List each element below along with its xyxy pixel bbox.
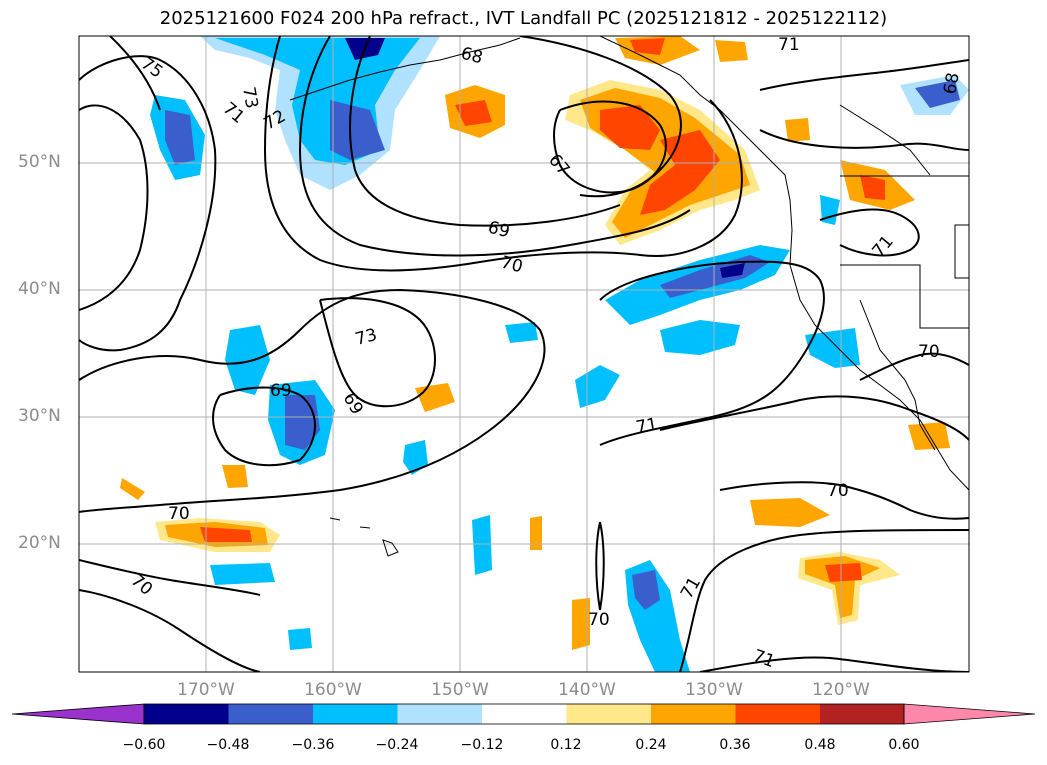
longitude-label: 120°W <box>812 680 870 700</box>
positive-anomaly-regions <box>120 36 950 650</box>
pos-region-baja-south-mid <box>805 556 880 618</box>
contour-label: 71 <box>634 414 659 437</box>
contour-label: 69 <box>270 381 292 401</box>
pos-region-mexico <box>908 422 950 450</box>
longitude-label: 160°W <box>304 680 362 700</box>
colorbar-segment <box>820 704 904 724</box>
contour-label: 70 <box>827 481 849 501</box>
longitude-label: 170°W <box>177 680 235 700</box>
neg-region-baja <box>805 328 860 368</box>
longitude-label: 150°W <box>431 680 489 700</box>
neg-region-nw-mid <box>330 100 385 160</box>
colorbar-segment <box>313 704 398 724</box>
colorbar-tick-label: 0.12 <box>550 737 582 753</box>
plot-frame <box>78 35 970 673</box>
contour-labels: 75 73 72 71 68 67 69 70 69 73 69 70 70 7… <box>127 35 964 672</box>
pos-region-gulf-of-alaska-core <box>600 105 720 215</box>
pos-region-north-top-core <box>630 38 665 55</box>
pos-region-baja-south-core <box>825 563 862 582</box>
contour-label: 70 <box>168 504 190 524</box>
shaded-fields: 75 73 72 71 68 67 69 70 69 73 69 70 70 7… <box>79 35 969 672</box>
contour-label: 73 <box>238 85 261 110</box>
gridlines <box>79 36 969 672</box>
colorbar-segment <box>397 704 482 724</box>
colorbar-tick-label: −0.60 <box>122 737 166 753</box>
neg-region-ne-corner-core <box>915 80 960 108</box>
colorbar-tick-label: 0.60 <box>888 737 920 753</box>
longitude-label: 130°W <box>685 680 743 700</box>
colorbar-segment <box>482 704 567 724</box>
latitude-label: 40°N <box>18 279 61 299</box>
coastlines <box>289 36 969 557</box>
neg-region-tropics-small <box>288 628 312 650</box>
contour-label: 70 <box>918 342 940 362</box>
neg-region-aleutian-west-core <box>165 110 195 165</box>
pos-region-east-pacific <box>750 498 830 527</box>
contour-lines <box>79 36 969 672</box>
neg-region-small-3 <box>505 322 538 343</box>
longitude-label: 140°W <box>558 680 616 700</box>
colorbar-segment <box>735 704 820 724</box>
colorbar-extend-low <box>11 703 145 725</box>
colorbar-segment <box>566 704 651 724</box>
neg-region-tropics-strip <box>472 515 492 575</box>
pos-region-pnw-core <box>860 175 885 200</box>
neg-region-mid-pacific <box>660 320 740 355</box>
contour-label: 68 <box>940 71 963 96</box>
colorbar-segment <box>144 704 229 724</box>
pos-region-central-north-core <box>455 100 492 126</box>
negative-anomaly-regions <box>150 36 969 672</box>
neg-region-small-1 <box>575 365 620 408</box>
latitude-label: 20°N <box>18 533 61 553</box>
pos-region-west-small <box>222 465 248 488</box>
colorbar-tick-label: 0.48 <box>804 737 836 753</box>
colorbar-tick-label: 0.36 <box>719 737 751 753</box>
colorbar-segment <box>228 704 313 724</box>
colorbar-tick-label: −0.36 <box>291 737 335 753</box>
pos-region-tropics-strip-2 <box>572 598 590 650</box>
colorbar-extend-high <box>903 703 1036 725</box>
colorbar-tick-label: −0.12 <box>460 737 504 753</box>
map-title: 2025121600 F024 200 hPa refract., IVT La… <box>159 8 888 29</box>
colorbar-tick-label: 0.24 <box>635 737 667 753</box>
pos-region-tropics-strip-1 <box>530 516 542 550</box>
latitude-label: 30°N <box>18 406 61 426</box>
pos-region-west-dots <box>120 478 145 500</box>
neg-region-tropics-west <box>210 563 275 585</box>
colorbar-segment <box>651 704 736 724</box>
neg-region-small-2 <box>403 440 428 475</box>
neg-region-west-center <box>225 325 270 395</box>
neg-region-pacific-band-deep <box>720 263 745 278</box>
colorbar-tick-label: −0.24 <box>375 737 419 753</box>
pos-region-bc-small <box>785 118 810 142</box>
colorbar-tick-label: −0.48 <box>206 737 250 753</box>
neg-region-subtropics-south-core <box>632 570 660 610</box>
contour-label: 70 <box>588 610 610 630</box>
colorbar <box>11 703 1036 725</box>
contour-label: 71 <box>778 35 800 55</box>
pos-region-north-top-right <box>715 40 748 62</box>
pos-region-subtropics-band-core <box>200 527 252 542</box>
latitude-label: 50°N <box>18 152 61 172</box>
